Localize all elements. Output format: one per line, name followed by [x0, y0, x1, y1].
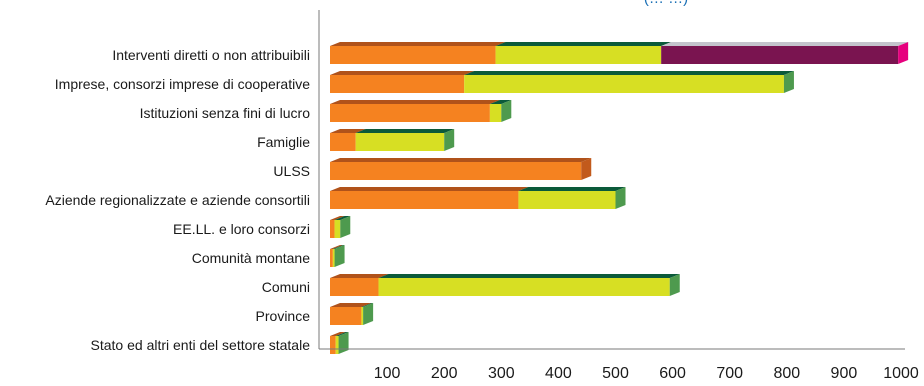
x-tick-label: 600: [659, 365, 686, 381]
category-label: Famiglie: [257, 134, 310, 150]
bar-end-cap: [669, 274, 680, 296]
x-tick-label: 100: [374, 365, 401, 381]
bar-segment: [489, 104, 502, 122]
bar-top-face: [330, 274, 389, 278]
bar-segment: [330, 307, 362, 325]
bar-end-cap: [363, 303, 374, 325]
x-tick-label: 900: [831, 365, 858, 381]
bar-top-face: [661, 42, 909, 46]
bar-end-cap: [340, 216, 351, 238]
bar-segment: [330, 162, 582, 180]
bar-end-cap: [615, 187, 626, 209]
chart-title-fragment: (… …): [644, 0, 688, 7]
bar-segment: [361, 307, 364, 325]
bar-top-face: [330, 42, 506, 46]
bar-top-face: [332, 245, 345, 249]
bar-segment: [330, 46, 496, 64]
bar-segment: [334, 220, 341, 238]
bar-segment: [330, 278, 379, 296]
bar-segment: [378, 278, 670, 296]
bar-segment: [332, 249, 335, 267]
bar-end-cap: [444, 129, 455, 151]
bar-segment: [335, 336, 339, 354]
category-label: Comunità montane: [192, 250, 311, 266]
bar-segment: [330, 104, 490, 122]
x-tick-label: 1000: [883, 365, 919, 381]
x-tick-labels: 100 200 300 400 500 600 700 800 900 1000: [374, 365, 919, 382]
bar-top-face: [330, 187, 529, 191]
bar-top-face: [335, 332, 349, 336]
bar-top-face: [518, 187, 626, 191]
bar-segment: [518, 191, 616, 209]
bar-top-face: [495, 42, 672, 46]
bar-end-cap: [501, 100, 512, 122]
category-label: Province: [256, 308, 311, 324]
bar-end-cap: [898, 42, 909, 64]
category-label: ULSS: [273, 163, 310, 179]
bar-top-face: [330, 245, 343, 249]
x-tick-label: 300: [488, 365, 515, 381]
x-tick-label: 500: [602, 365, 629, 381]
x-tick-label: 800: [773, 365, 800, 381]
bar-end-cap: [783, 71, 794, 93]
bar-segment: [355, 133, 445, 151]
bar-segment: [330, 133, 356, 151]
bar-top-face: [330, 71, 475, 75]
category-labels: Interventi diretti o non attribuibili Imp…: [45, 47, 310, 353]
category-label: Istituzioni senza fini di lucro: [140, 105, 311, 121]
category-label: EE.LL. e loro consorzi: [173, 221, 310, 237]
bar-top-face: [330, 332, 346, 336]
bar-top-face: [330, 216, 345, 220]
bar-segment: [464, 75, 784, 93]
category-label: Stato ed altri enti del settore statale: [91, 337, 311, 353]
x-tick-label: 200: [431, 365, 458, 381]
bar-segment: [330, 220, 335, 238]
bar-top-face: [355, 129, 455, 133]
bar-top-face: [378, 274, 680, 278]
category-label: Comuni: [262, 279, 310, 295]
bar-top-face: [361, 303, 374, 307]
bar-segment: [661, 46, 899, 64]
bar-segment: [330, 336, 336, 354]
bar-top-face: [489, 100, 512, 104]
bar-segment: [330, 191, 519, 209]
bar-end-cap: [334, 245, 345, 267]
x-tick-label: 700: [716, 365, 743, 381]
category-label: Interventi diretti o non attribuibili: [112, 47, 310, 63]
bar-top-face: [330, 129, 366, 133]
bar-end-cap: [581, 158, 592, 180]
bar-top-face: [330, 303, 372, 307]
bar-top-face: [334, 216, 351, 220]
category-label: Imprese, consorzi imprese di cooperative: [55, 76, 310, 92]
bar-top-face: [330, 158, 592, 162]
category-label: Aziende regionalizzate e aziende consort…: [45, 192, 310, 208]
bars-group: [330, 42, 909, 354]
bar-segment: [330, 75, 465, 93]
bar-top-face: [330, 100, 500, 104]
x-tick-label: 400: [545, 365, 572, 381]
bar-segment: [495, 46, 662, 64]
bar-segment: [330, 249, 333, 267]
bar-top-face: [464, 71, 794, 75]
